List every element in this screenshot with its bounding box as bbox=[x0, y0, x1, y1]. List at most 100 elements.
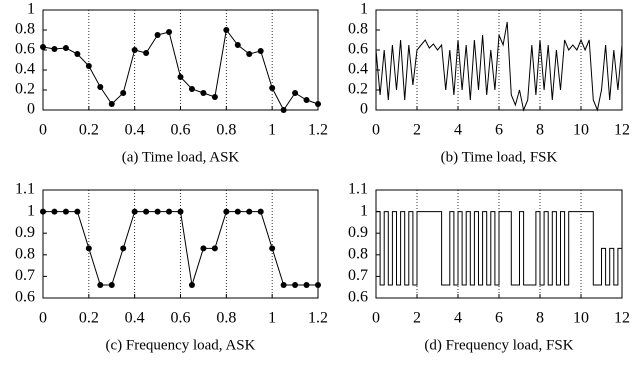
data-point bbox=[292, 90, 299, 96]
data-point bbox=[74, 51, 81, 57]
data-point bbox=[166, 208, 173, 215]
data-point bbox=[292, 282, 299, 289]
data-line bbox=[375, 21, 623, 112]
x-tick-label: 4 bbox=[454, 122, 462, 139]
chart-caption: (b) Time load, FSK bbox=[441, 149, 558, 165]
x-tick-label: 12 bbox=[614, 310, 630, 327]
y-tick-label: 0.7 bbox=[348, 267, 368, 284]
x-tick-label: 0 bbox=[39, 122, 47, 139]
x-tick-label: 2 bbox=[413, 122, 421, 139]
y-tick-label: 1.1 bbox=[348, 181, 368, 198]
data-point bbox=[188, 282, 195, 289]
data-point bbox=[177, 208, 184, 215]
y-tick-label: 0.6 bbox=[15, 41, 35, 58]
y-tick-label: 0.6 bbox=[348, 41, 368, 58]
data-point bbox=[303, 282, 310, 289]
y-tick-label: 0.8 bbox=[15, 245, 35, 262]
data-point bbox=[223, 27, 230, 33]
data-point bbox=[143, 50, 150, 56]
x-tick-label: 10 bbox=[573, 122, 589, 139]
x-tick-label: 0.8 bbox=[216, 122, 236, 139]
data-point bbox=[74, 208, 81, 215]
y-tick-label: 1 bbox=[360, 1, 368, 18]
y-tick-label: 0.8 bbox=[15, 21, 35, 38]
data-point bbox=[269, 85, 276, 91]
x-tick-label: 6 bbox=[495, 310, 503, 327]
x-tick-label: 0.6 bbox=[171, 122, 191, 139]
data-point bbox=[257, 208, 264, 215]
y-tick-label: 1.1 bbox=[15, 181, 35, 198]
data-point bbox=[85, 63, 92, 69]
data-point bbox=[234, 208, 241, 215]
x-tick-label: 1 bbox=[268, 310, 276, 327]
y-tick-label: 0.9 bbox=[348, 224, 368, 241]
y-tick-label: 0.6 bbox=[15, 289, 35, 306]
y-tick-label: 1 bbox=[360, 202, 368, 219]
y-tick-label: 0.7 bbox=[15, 267, 35, 284]
x-tick-label: 0 bbox=[372, 122, 380, 139]
x-tick-label: 0.2 bbox=[79, 310, 99, 327]
data-point bbox=[51, 46, 58, 52]
x-tick-label: 0.4 bbox=[125, 310, 145, 327]
y-tick-label: 0.4 bbox=[15, 61, 35, 78]
data-point bbox=[211, 94, 218, 100]
plot-frame bbox=[42, 9, 319, 111]
data-point bbox=[200, 90, 207, 96]
data-point bbox=[154, 32, 161, 38]
data-point bbox=[246, 51, 253, 57]
data-point bbox=[131, 208, 138, 215]
data-point bbox=[85, 245, 92, 252]
x-tick-label: 0.2 bbox=[79, 122, 99, 139]
data-point bbox=[131, 47, 138, 53]
data-line bbox=[376, 211, 623, 286]
plot-frame bbox=[375, 189, 623, 299]
x-tick-label: 1.2 bbox=[308, 122, 328, 139]
y-tick-label: 0.8 bbox=[348, 245, 368, 262]
data-point bbox=[51, 208, 58, 215]
x-tick-label: 0 bbox=[39, 310, 47, 327]
y-tick-label: 0.9 bbox=[15, 224, 35, 241]
data-point bbox=[62, 45, 69, 51]
plot-frame bbox=[42, 189, 319, 299]
x-tick-label: 1 bbox=[268, 122, 276, 139]
data-point bbox=[143, 208, 150, 215]
y-tick-label: 0.2 bbox=[15, 81, 35, 98]
y-tick-label: 0 bbox=[360, 101, 368, 118]
y-tick-label: 1 bbox=[27, 202, 35, 219]
x-tick-label: 12 bbox=[614, 122, 630, 139]
x-tick-label: 0.8 bbox=[216, 310, 236, 327]
x-tick-label: 0.4 bbox=[125, 122, 145, 139]
data-point bbox=[223, 208, 230, 215]
x-tick-label: 8 bbox=[536, 310, 544, 327]
x-tick-label: 0.6 bbox=[171, 310, 191, 327]
x-tick-label: 1.2 bbox=[308, 310, 328, 327]
y-tick-label: 1 bbox=[27, 1, 35, 18]
x-tick-label: 6 bbox=[495, 122, 503, 139]
data-point bbox=[97, 282, 104, 289]
chart-caption: (d) Frequency load, FSK bbox=[424, 337, 573, 353]
data-point bbox=[257, 48, 264, 54]
data-point bbox=[211, 245, 218, 252]
chart-caption: (a) Time load, ASK bbox=[122, 149, 240, 165]
x-tick-label: 0 bbox=[372, 310, 380, 327]
data-point bbox=[108, 101, 115, 107]
y-tick-label: 0.8 bbox=[348, 21, 368, 38]
data-point bbox=[303, 97, 310, 103]
data-point bbox=[154, 208, 161, 215]
x-tick-label: 4 bbox=[454, 310, 462, 327]
data-point bbox=[246, 208, 253, 215]
data-point bbox=[120, 90, 127, 96]
x-tick-label: 10 bbox=[573, 310, 589, 327]
y-tick-label: 0 bbox=[27, 101, 35, 118]
data-point bbox=[97, 84, 104, 90]
data-point bbox=[188, 86, 195, 92]
x-tick-label: 8 bbox=[536, 122, 544, 139]
plot-frame bbox=[375, 9, 623, 111]
data-point bbox=[177, 74, 184, 80]
y-tick-label: 0.6 bbox=[348, 289, 368, 306]
y-tick-label: 0.2 bbox=[348, 81, 368, 98]
y-tick-label: 0.4 bbox=[348, 61, 368, 78]
data-point bbox=[120, 245, 127, 252]
data-point bbox=[108, 282, 115, 289]
